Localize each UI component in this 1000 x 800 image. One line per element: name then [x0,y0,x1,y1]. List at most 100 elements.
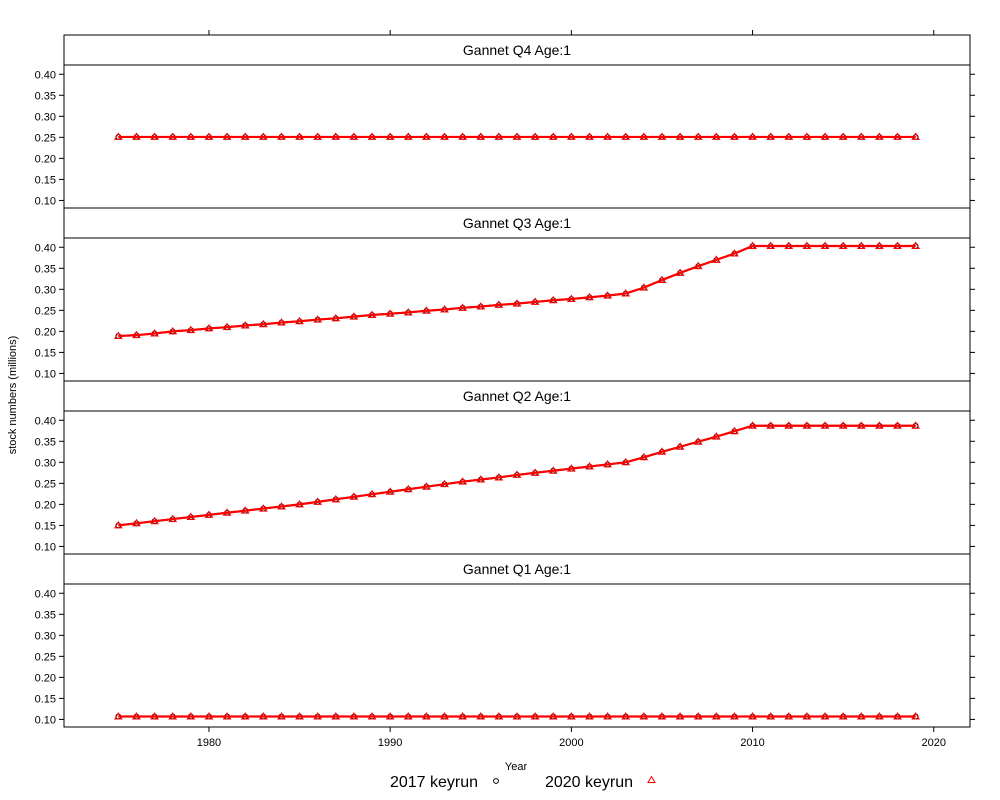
point-2020 [856,711,866,720]
point-2020 [440,479,449,488]
point-2020 [422,132,431,140]
point-2020 [186,711,196,720]
point-2020 [440,132,449,140]
point-2020 [440,305,449,313]
point-2020 [494,132,504,140]
point-2020 [331,313,341,322]
point-2020 [711,255,721,263]
point-2020 [204,323,214,332]
point-2020 [458,711,468,720]
point-2020 [113,331,123,339]
point-2020 [875,241,884,249]
point-2020 [150,328,159,337]
point-2020 [585,292,594,301]
point-2020 [875,711,884,720]
point-2020 [494,300,504,308]
legend-label-2017: 2017 keyrun [390,774,478,791]
point-2020 [911,132,921,140]
point-2020 [548,711,558,720]
point-2020 [566,711,576,720]
point-2020 [186,132,196,140]
y-tick-label: 0.15 [35,174,56,186]
point-2020 [476,302,486,310]
point-2020 [240,711,250,720]
point-2020 [675,268,685,276]
point-2020 [186,325,196,334]
legend-marker-2017 [493,778,499,784]
point-2020 [403,484,413,493]
series-line-2017 [118,245,916,337]
point-2020 [639,283,649,291]
point-2020 [603,711,612,720]
panel-frame [63,583,971,728]
point-2020 [838,711,848,720]
point-2020 [621,289,631,297]
x-tick-label: 2010 [740,737,764,749]
point-2020 [566,294,576,302]
point-2020 [766,421,776,429]
point-2020 [150,132,159,140]
y-tick-label: 0.30 [35,630,56,642]
point-2020 [422,711,431,720]
y-tick-label: 0.10 [35,714,56,726]
y-tick-label: 0.35 [35,90,56,102]
point-2020 [440,711,449,720]
y-tick-label: 0.20 [35,326,56,338]
point-2020 [422,306,431,314]
point-2020 [603,132,612,140]
series-line-2020 [118,424,916,527]
point-2020 [240,132,250,140]
point-2020 [349,492,359,500]
x-axis: 1980 1990 2000 2010 2020 [197,30,946,749]
point-2020 [331,711,341,720]
panel-2: Gannet Q3 Age:1 0.10 0.15 0.20 0.25 0.30 0.35 0… [35,207,975,382]
x-tick-label: 1990 [378,737,402,749]
panel-3: Gannet Q2 Age:1 0.10 0.15 0.20 0.25 0.30 0.35 0… [35,380,975,555]
y-tick-label: 0.15 [35,520,56,532]
point-2020 [295,132,304,140]
point-2020 [113,520,123,529]
y-tick-label: 0.30 [35,284,56,296]
point-2020 [512,299,522,307]
point-2020 [512,711,522,720]
point-2020 [657,132,667,140]
point-2020 [802,241,812,249]
y-tick-label: 0.10 [35,541,56,553]
point-2020 [458,477,468,485]
point-2020 [621,132,631,140]
panel-frame [63,237,971,382]
legend: 2017 keyrun 2020 keyrun [390,774,656,791]
point-2020 [675,442,685,450]
point-2020 [730,132,739,140]
y-tick-label: 0.15 [35,693,56,705]
point-2020 [802,132,812,140]
point-2020 [856,421,866,429]
panel-title: Gannet Q4 Age:1 [463,42,571,58]
y-tick-label: 0.20 [35,499,56,511]
x-tick-label: 2020 [922,737,946,749]
point-2020 [313,711,323,720]
point-2020 [911,711,921,720]
point-2020 [820,421,830,429]
point-2020 [204,132,214,140]
point-2020 [403,307,413,316]
point-2020 [548,132,558,140]
panel-title: Gannet Q3 Age:1 [463,215,571,231]
y-tick-label: 0.25 [35,132,56,144]
point-2020 [367,310,377,318]
point-2020 [875,421,884,429]
point-2020 [784,711,794,720]
point-2020 [748,241,757,249]
y-tick-label: 0.40 [35,69,56,81]
point-2020 [784,421,794,429]
point-2020 [385,309,395,317]
panel-grid: Gannet Q4 Age:1 0.10 0.15 0.20 0.25 0.30 0.35 0… [35,30,975,749]
point-2020 [838,132,848,140]
point-2020 [838,241,848,249]
point-2020 [603,459,612,468]
point-2020 [132,711,141,720]
panel-strip [63,380,971,412]
point-2020 [403,132,413,140]
point-2020 [258,711,268,720]
point-2020 [204,510,214,518]
